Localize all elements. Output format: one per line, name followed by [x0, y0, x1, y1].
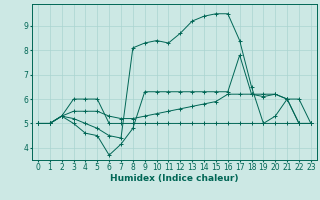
X-axis label: Humidex (Indice chaleur): Humidex (Indice chaleur) — [110, 174, 239, 183]
